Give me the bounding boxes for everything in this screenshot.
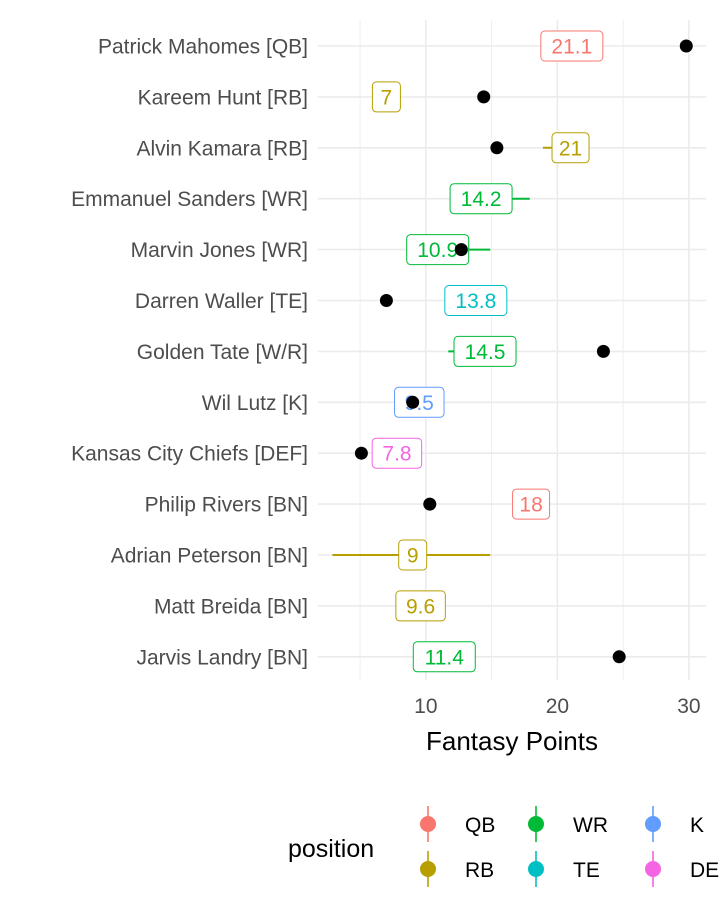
projection-label: 9.6 xyxy=(395,590,446,622)
y-tick-label: Matt Breida [BN] xyxy=(154,595,308,618)
projection-label-box xyxy=(395,590,446,622)
projection-labels: 21.1 7 21 14.2 10.9 13.8 14.5 9.5 7.8 18 9 9.6 11.4 xyxy=(371,30,604,673)
legend-key xyxy=(645,851,661,887)
actual-point xyxy=(406,395,420,409)
legend-label: RB xyxy=(465,859,494,882)
legend-label: TE xyxy=(573,859,600,882)
legend: position QB RB WR TE K DE xyxy=(288,806,719,887)
y-tick-label: Adrian Peterson [BN] xyxy=(111,545,308,568)
legend-key-dot xyxy=(645,816,661,832)
y-tick-label: Wil Lutz [K] xyxy=(202,392,308,415)
projection-label-box xyxy=(444,285,508,316)
legend-key xyxy=(645,806,661,842)
y-tick-label: Golden Tate [W/R] xyxy=(137,341,308,364)
projection-label-text: 13.8 xyxy=(455,290,496,313)
actual-point xyxy=(379,294,393,307)
projection-label: 14.2 xyxy=(449,183,513,215)
actual-point xyxy=(596,344,610,358)
legend-key-dot xyxy=(420,861,436,877)
projection-label-text: 14.2 xyxy=(461,188,502,211)
projection-label-text: 7.8 xyxy=(382,443,411,466)
projection-label-box xyxy=(453,335,517,367)
projection-label: 21.1 xyxy=(540,30,604,62)
projection-label-text: 10.9 xyxy=(417,239,458,262)
y-tick-label: Kansas City Chiefs [DEF] xyxy=(71,443,308,466)
legend-key xyxy=(528,851,544,887)
y-axis-labels: Patrick Mahomes [QB] Kareem Hunt [RB] Alvi… xyxy=(71,36,308,670)
projection-label-box xyxy=(406,234,470,266)
projection-label-box xyxy=(449,183,513,215)
projection-label-box xyxy=(398,539,428,571)
x-tick-label: 10 xyxy=(414,695,437,718)
legend-key xyxy=(420,806,436,842)
actual-point xyxy=(490,141,504,155)
y-tick-label: Darren Waller [TE] xyxy=(135,290,308,313)
projection-label-box xyxy=(551,132,590,164)
legend-key xyxy=(420,851,436,887)
projection-label: 21 xyxy=(551,132,590,164)
projection-label: 9.5 xyxy=(394,386,445,418)
projection-label-box xyxy=(540,30,604,62)
projection-label-text: 14.5 xyxy=(465,341,506,364)
projection-label-box xyxy=(371,81,401,113)
legend-key-dot xyxy=(645,861,661,877)
legend-key-dot xyxy=(420,816,436,832)
legend-key xyxy=(528,806,544,842)
x-axis-title: Fantasy Points xyxy=(426,726,598,756)
projection-label-box xyxy=(394,386,445,418)
actual-point xyxy=(423,497,437,511)
actual-point xyxy=(477,90,491,104)
legend-key-dot xyxy=(528,816,544,832)
actual-points xyxy=(354,39,693,664)
y-tick-label: Patrick Mahomes [QB] xyxy=(98,36,308,59)
legend-label: QB xyxy=(465,814,495,837)
projection-label: 13.8 xyxy=(444,285,508,316)
projection-label-text: 9 xyxy=(407,545,419,568)
projection-label: 10.9 xyxy=(406,234,470,266)
projection-label-text: 21 xyxy=(559,137,582,160)
projection-label-box xyxy=(412,641,476,673)
y-tick-label: Alvin Kamara [RB] xyxy=(136,137,308,160)
y-tick-label: Jarvis Landry [BN] xyxy=(136,646,308,669)
projection-label: 9 xyxy=(398,539,428,571)
projection-label: 7.8 xyxy=(371,437,423,469)
legend-label: DE xyxy=(690,859,719,882)
legend-key-dot xyxy=(528,861,544,877)
x-tick-label: 20 xyxy=(546,695,569,718)
projection-label-box xyxy=(371,437,423,469)
projection-label-text: 18 xyxy=(519,494,542,517)
x-axis-ticks: 10 20 30 xyxy=(414,695,700,718)
projection-label: 18 xyxy=(512,488,551,520)
projection-label-box xyxy=(512,488,551,520)
y-tick-label: Emmanuel Sanders [WR] xyxy=(71,188,308,211)
y-tick-label: Kareem Hunt [RB] xyxy=(138,86,308,109)
y-tick-label: Philip Rivers [BN] xyxy=(145,494,308,517)
projection-label: 14.5 xyxy=(453,335,517,367)
actual-point xyxy=(612,650,626,664)
legend-label: WR xyxy=(573,814,608,837)
x-tick-label: 30 xyxy=(677,695,700,718)
projection-label-text: 9.6 xyxy=(406,595,435,618)
projection-label: 11.4 xyxy=(412,641,476,673)
y-tick-label: Marvin Jones [WR] xyxy=(131,239,308,262)
actual-point xyxy=(679,39,693,53)
projection-label-text: 7 xyxy=(381,86,393,109)
actual-point xyxy=(454,243,468,257)
projection-ranges xyxy=(332,95,571,556)
legend-label: K xyxy=(690,814,704,837)
projection-label-text: 21.1 xyxy=(551,36,592,59)
projection-label-text: 11.4 xyxy=(425,646,465,669)
projection-label: 7 xyxy=(371,81,401,113)
actual-point xyxy=(354,446,368,460)
legend-title: position xyxy=(288,835,374,863)
